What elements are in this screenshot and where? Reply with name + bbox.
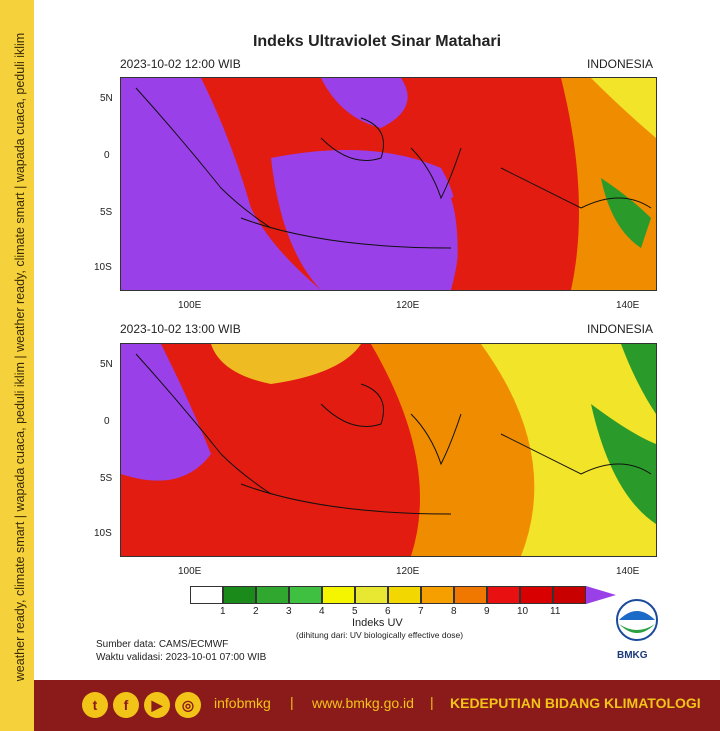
source-text: Sumber data: CAMS/ECMWF [96, 639, 229, 650]
panel1-time: 2023-10-02 12:00 WIB [120, 57, 241, 71]
twitter-icon[interactable]: t [82, 692, 108, 718]
map-svg-1200 [121, 78, 656, 290]
valid-text: Waktu validasi: 2023-10-01 07:00 WIB [96, 652, 267, 663]
lat-tick-5s-p2: 5S [100, 473, 113, 484]
colorbar-tick: 4 [319, 606, 325, 617]
colorbar-swatch [256, 586, 289, 604]
colorbar-swatch [289, 586, 322, 604]
bmkg-logo-icon [616, 599, 658, 641]
lat-tick-5n-p1: 5N [100, 93, 113, 104]
uv-map-1200 [120, 77, 657, 291]
main-content: Indeks Ultraviolet Sinar Matahari 2023-1… [34, 0, 720, 680]
colorbar-swatch [553, 586, 586, 604]
colorbar-note: (dihitung dari: UV biologically effectiv… [296, 630, 464, 640]
lat-tick-10s-p1: 10S [94, 262, 112, 273]
footer-separator-1: | [290, 694, 294, 710]
side-text: weather ready, climate smart | wapada cu… [13, 32, 27, 682]
lon-tick-120e-p2: 120E [396, 566, 420, 577]
youtube-icon[interactable]: ▶ [144, 692, 170, 718]
facebook-icon[interactable]: f [113, 692, 139, 718]
colorbar-swatch [355, 586, 388, 604]
colorbar-label: Indeks UV [352, 617, 403, 629]
lat-tick-0-p2: 0 [104, 416, 110, 427]
panel2-region: INDONESIA [587, 322, 654, 336]
colorbar-tick: 6 [385, 606, 391, 617]
lon-tick-100e-p1: 100E [178, 300, 202, 311]
footer-handle[interactable]: infobmkg [214, 695, 271, 711]
lat-tick-10s-p2: 10S [94, 528, 112, 539]
colorbar-tick: 9 [484, 606, 490, 617]
panel2-time: 2023-10-02 13:00 WIB [120, 322, 241, 336]
panel1-region: INDONESIA [587, 57, 654, 71]
colorbar-tick: 8 [451, 606, 457, 617]
lat-tick-0-p1: 0 [104, 150, 110, 161]
colorbar-tick: 10 [517, 606, 529, 617]
colorbar-tick: 7 [418, 606, 424, 617]
colorbar-tick: 5 [352, 606, 358, 617]
lon-tick-140e-p1: 140E [616, 300, 640, 311]
colorbar-tick: 11 [550, 606, 561, 617]
page-title: Indeks Ultraviolet Sinar Matahari [252, 33, 502, 50]
instagram-icon[interactable]: ◎ [175, 692, 201, 718]
lat-tick-5s-p1: 5S [100, 207, 113, 218]
colorbar-arrow-icon [586, 586, 616, 604]
lat-tick-5n-p2: 5N [100, 359, 113, 370]
colorbar-swatch [388, 586, 421, 604]
footer-org: KEDEPUTIAN BIDANG KLIMATOLOGI [450, 695, 701, 711]
colorbar-swatch [454, 586, 487, 604]
colorbar-swatch [322, 586, 355, 604]
colorbar-swatch [421, 586, 454, 604]
colorbar-tick: 1 [220, 606, 226, 617]
footer-url[interactable]: www.bmkg.go.id [312, 695, 414, 711]
colorbar-tick: 2 [253, 606, 259, 617]
lon-tick-120e-p1: 120E [396, 300, 420, 311]
uv-map-1300 [120, 343, 657, 557]
lon-tick-100e-p2: 100E [178, 566, 202, 577]
bmkg-logo-text: BMKG [617, 650, 648, 661]
footer-separator-2: | [430, 694, 434, 710]
colorbar-tick: 3 [286, 606, 292, 617]
side-strip: weather ready, climate smart | wapada cu… [0, 0, 34, 731]
lon-tick-140e-p2: 140E [616, 566, 640, 577]
colorbar-swatch [223, 586, 256, 604]
colorbar-swatch [520, 586, 553, 604]
footer-bar: t f ▶ ◎ infobmkg | www.bmkg.go.id | KEDE… [34, 680, 720, 731]
colorbar-swatch [190, 586, 223, 604]
map-svg-1300 [121, 344, 656, 556]
colorbar-swatch [487, 586, 520, 604]
